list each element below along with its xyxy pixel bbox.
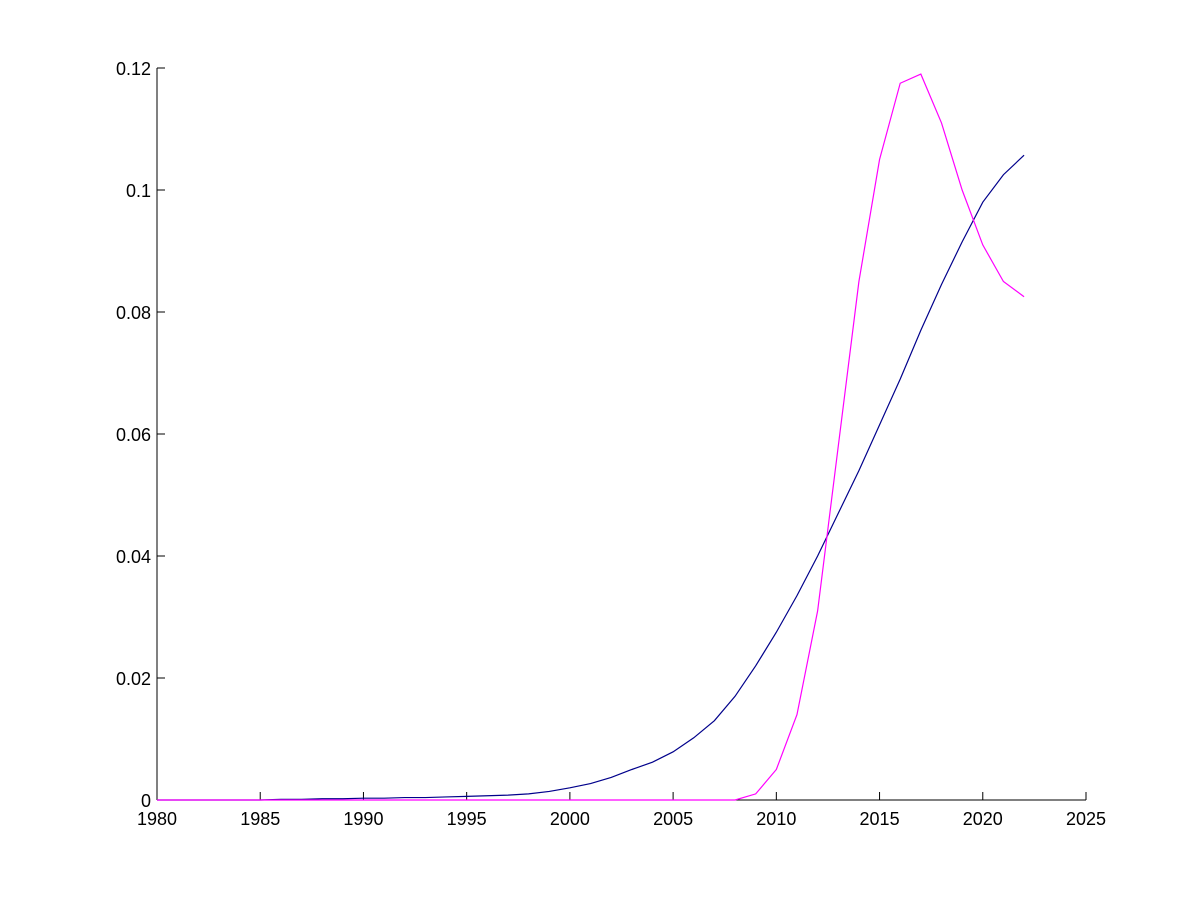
- y-tick-label: 0: [141, 791, 151, 811]
- x-tick-label: 2010: [756, 809, 796, 829]
- y-tick-label: 0.06: [116, 425, 151, 445]
- x-tick-label: 2015: [860, 809, 900, 829]
- x-tick-label: 2020: [963, 809, 1003, 829]
- x-tick-label: 1995: [447, 809, 487, 829]
- data-line: [157, 154, 1025, 801]
- y-tick-label: 0.02: [116, 669, 151, 689]
- data-line: [157, 73, 1025, 801]
- y-tick-label: 0.1: [126, 181, 151, 201]
- x-tick-label: 2005: [653, 809, 693, 829]
- y-tick-label: 0.12: [116, 59, 151, 79]
- x-tick-label: 2000: [550, 809, 590, 829]
- x-tick-label: 2025: [1066, 809, 1106, 829]
- y-tick-label: 0.04: [116, 547, 151, 567]
- x-tick-label: 1980: [137, 809, 177, 829]
- x-tick-label: 1985: [240, 809, 280, 829]
- x-tick-label: 1990: [343, 809, 383, 829]
- y-tick-label: 0.08: [116, 303, 151, 323]
